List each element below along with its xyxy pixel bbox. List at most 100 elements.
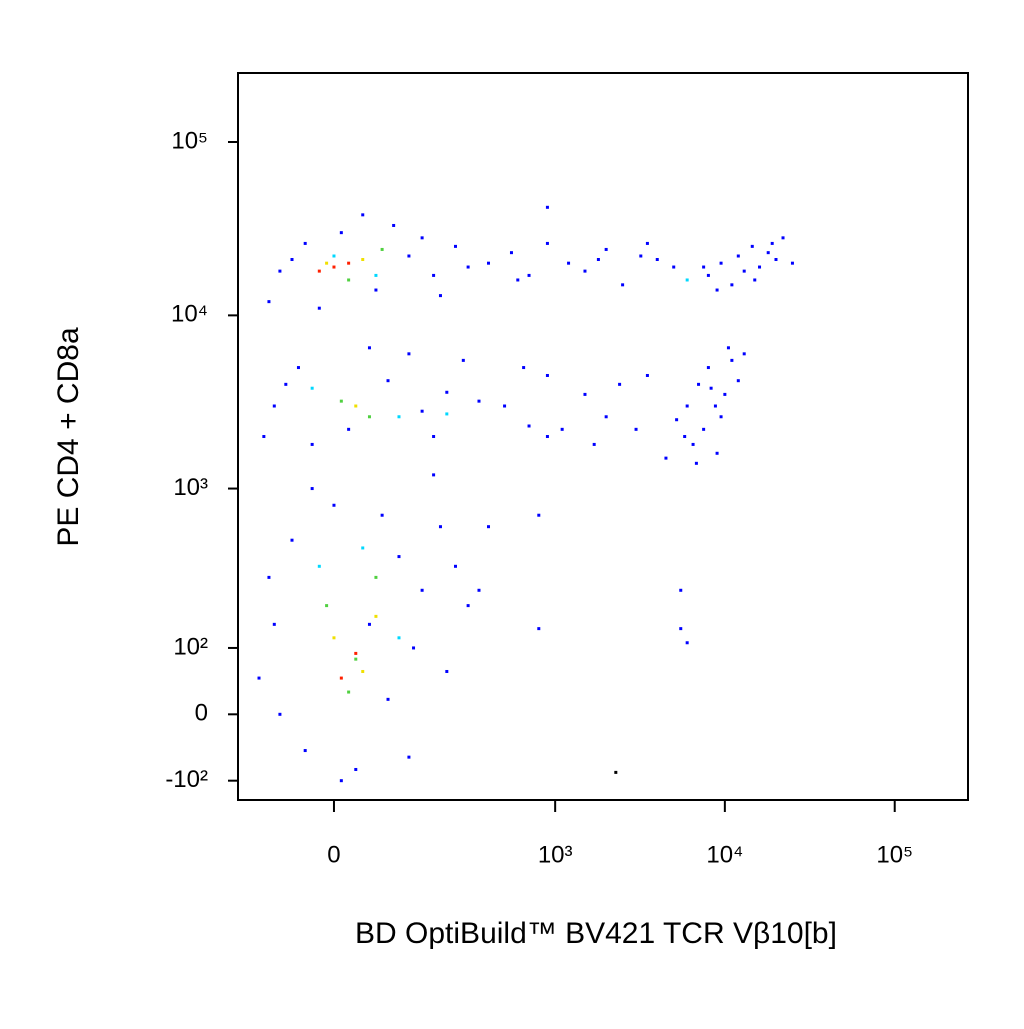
point xyxy=(685,641,689,645)
point xyxy=(339,231,343,235)
point xyxy=(715,451,719,455)
point xyxy=(354,651,358,655)
point xyxy=(742,352,746,356)
point xyxy=(545,205,549,209)
point xyxy=(392,223,396,227)
point xyxy=(354,657,358,661)
point xyxy=(675,418,679,422)
point xyxy=(634,427,638,431)
y-axis-title: PE CD4 + CD8a xyxy=(52,327,85,547)
point xyxy=(380,247,384,251)
point xyxy=(567,261,571,265)
point xyxy=(766,251,770,255)
point xyxy=(420,236,424,240)
point xyxy=(407,352,411,356)
point xyxy=(347,690,351,694)
point xyxy=(407,254,411,258)
point xyxy=(685,278,689,282)
point xyxy=(466,265,470,269)
point xyxy=(477,399,481,403)
point xyxy=(639,254,643,258)
point xyxy=(709,386,713,390)
point xyxy=(420,588,424,592)
point xyxy=(723,392,727,396)
point xyxy=(438,294,442,298)
point xyxy=(354,404,358,408)
point xyxy=(438,525,442,529)
point xyxy=(397,415,401,419)
point xyxy=(432,273,436,277)
point xyxy=(272,404,276,408)
point xyxy=(790,261,794,265)
plot-frame xyxy=(237,72,969,801)
point xyxy=(317,306,321,310)
point xyxy=(374,273,378,277)
point xyxy=(583,392,587,396)
point xyxy=(730,283,734,287)
point xyxy=(361,213,365,217)
point xyxy=(509,251,513,255)
point xyxy=(545,373,549,377)
point xyxy=(516,278,520,282)
point xyxy=(592,442,596,446)
point xyxy=(527,273,531,277)
point xyxy=(706,366,710,370)
point xyxy=(537,627,541,631)
y-tick-label: 0 xyxy=(195,700,208,727)
point xyxy=(477,588,481,592)
point xyxy=(339,399,343,403)
point xyxy=(272,622,276,626)
point xyxy=(487,525,491,529)
point xyxy=(736,254,740,258)
x-tick-label: 10³ xyxy=(538,841,573,868)
point xyxy=(374,288,378,292)
point xyxy=(713,404,717,408)
point xyxy=(691,442,695,446)
point xyxy=(332,265,336,269)
point xyxy=(397,555,401,559)
point xyxy=(332,254,336,258)
point xyxy=(715,288,719,292)
point xyxy=(267,575,271,579)
point xyxy=(537,513,541,517)
point xyxy=(290,538,294,542)
point xyxy=(453,564,457,568)
point xyxy=(374,575,378,579)
point xyxy=(380,513,384,517)
point xyxy=(386,697,390,701)
point xyxy=(679,627,683,631)
point xyxy=(753,278,757,282)
point xyxy=(267,300,271,304)
point xyxy=(339,676,343,680)
point xyxy=(290,258,294,262)
point xyxy=(583,269,587,273)
point xyxy=(347,278,351,282)
point xyxy=(758,265,762,269)
point xyxy=(702,265,706,269)
point xyxy=(339,779,343,783)
point xyxy=(621,283,625,287)
point xyxy=(347,427,351,431)
point xyxy=(466,604,470,608)
point xyxy=(618,382,622,386)
point xyxy=(770,241,774,245)
point xyxy=(361,546,365,550)
point xyxy=(347,261,351,265)
point xyxy=(303,749,307,753)
point xyxy=(604,415,608,419)
point xyxy=(367,415,371,419)
point xyxy=(361,258,365,262)
point xyxy=(317,269,321,273)
point xyxy=(310,442,314,446)
point xyxy=(774,258,778,262)
point xyxy=(420,409,424,413)
point xyxy=(503,404,507,408)
point xyxy=(397,636,401,640)
point xyxy=(645,373,649,377)
point xyxy=(545,241,549,245)
point xyxy=(781,236,785,240)
point xyxy=(367,622,371,626)
point xyxy=(683,435,687,439)
point xyxy=(487,261,491,265)
point xyxy=(742,269,746,273)
